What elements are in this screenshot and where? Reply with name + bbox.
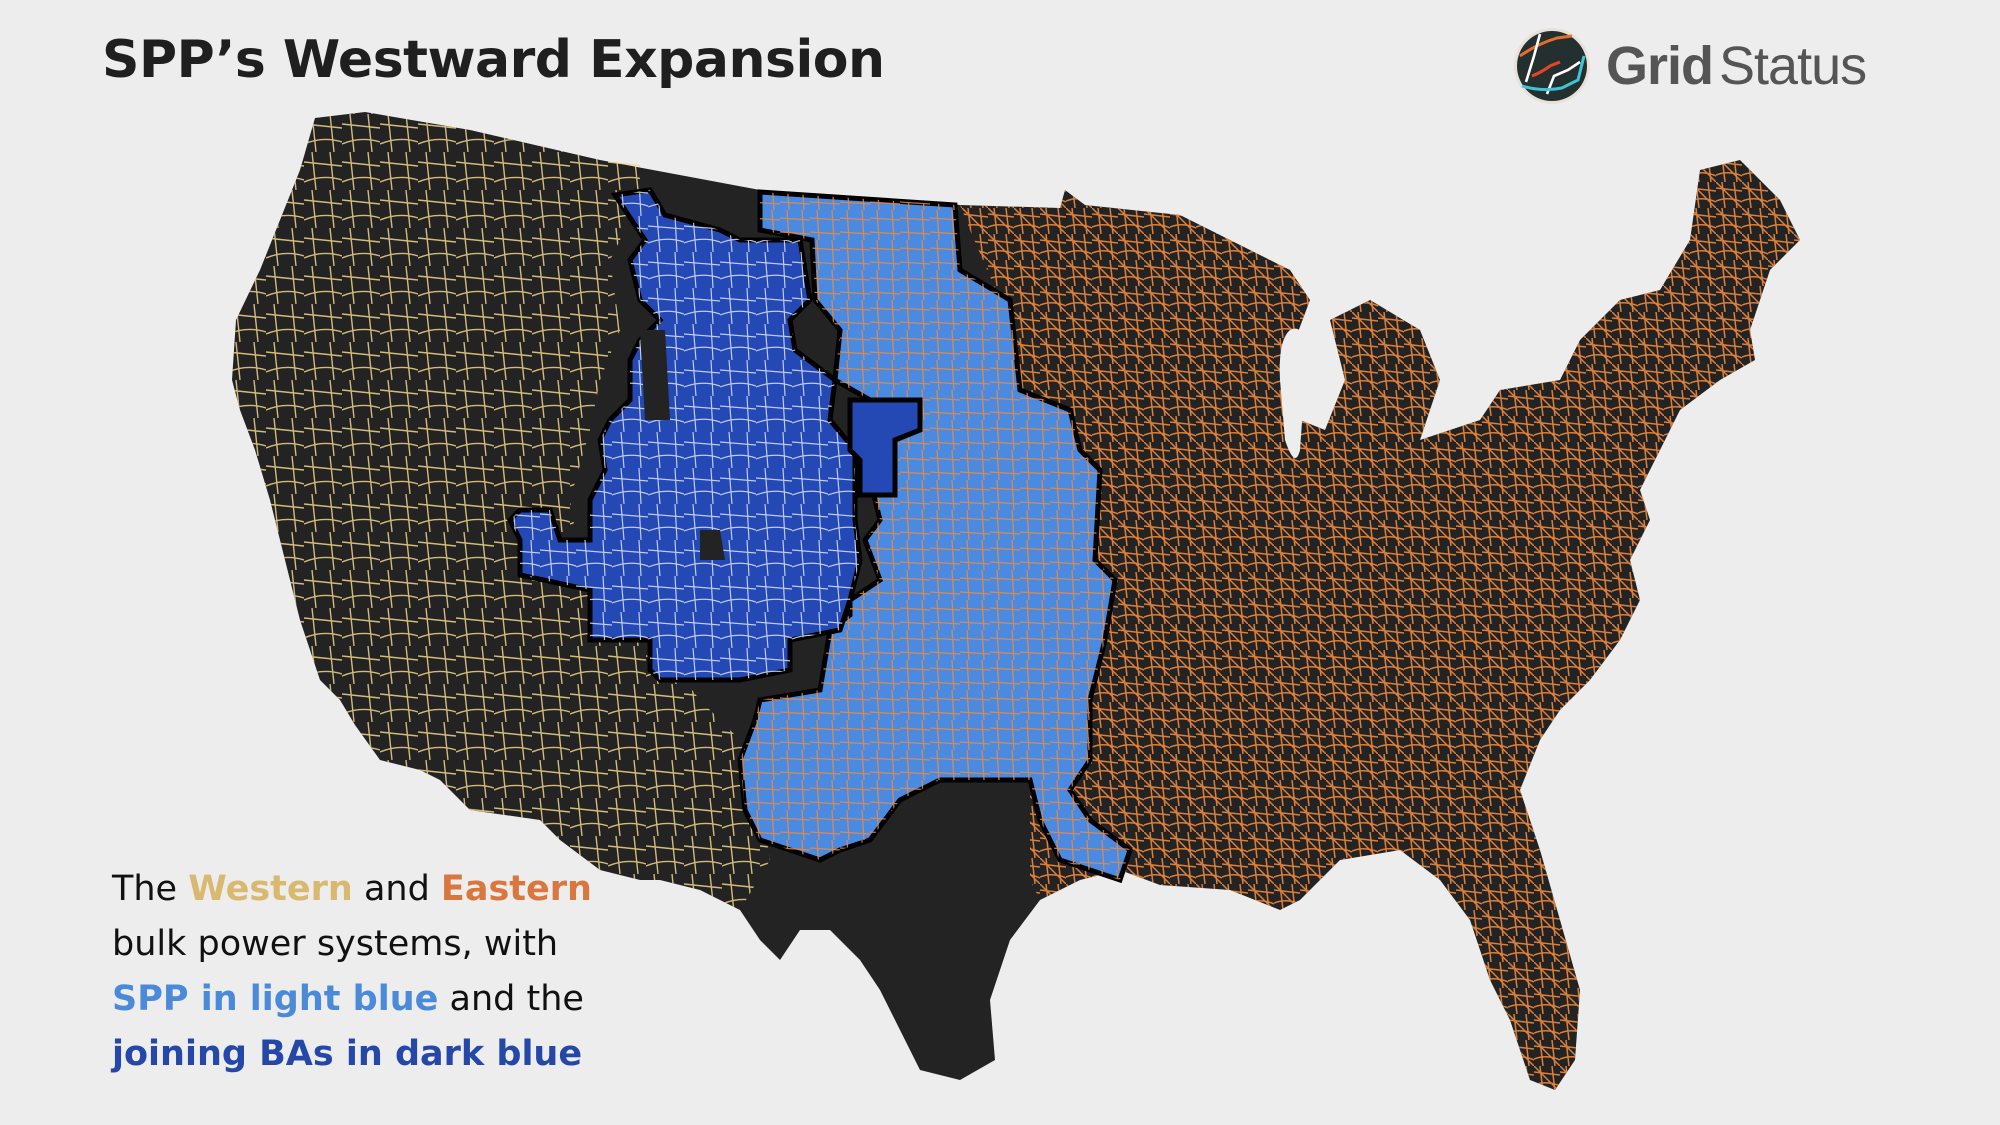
map-caption: The Western and Eastern bulk power syste… — [112, 862, 592, 1082]
grid-status-globe-logo-icon — [1514, 28, 1590, 104]
brand-name-light: Status — [1719, 36, 1867, 96]
lake-michigan — [1279, 328, 1306, 458]
grid-status-brand: Grid Status — [1512, 26, 1867, 106]
spp-lines — [740, 192, 1130, 880]
caption-eastern: Eastern — [440, 869, 592, 909]
non-member-pocket — [640, 330, 670, 420]
joining-ba-enclave — [847, 397, 923, 498]
caption-line: bulk power systems, with — [112, 917, 592, 972]
caption-text: bulk power systems, with — [112, 924, 559, 964]
caption-spp: SPP in light blue — [112, 979, 439, 1019]
western-interconnection-lines — [232, 112, 770, 910]
page-title: SPP’s Westward Expansion — [102, 30, 885, 90]
brand-name-bold: Grid — [1606, 36, 1714, 96]
caption-text: and the — [438, 979, 584, 1019]
brand-name: Grid Status — [1606, 35, 1867, 97]
eastern-interconnection-lines — [960, 160, 1800, 1090]
caption-line: joining BAs in dark blue — [112, 1027, 592, 1082]
caption-text: The — [112, 869, 189, 909]
joining-bas-lines — [510, 190, 860, 680]
caption-line: The Western and Eastern — [112, 862, 592, 917]
caption-text: and — [352, 869, 441, 909]
caption-western: Western — [188, 869, 353, 909]
caption-line: SPP in light blue and the — [112, 972, 592, 1027]
caption-joining-bas: joining BAs in dark blue — [112, 1034, 583, 1074]
non-member-pocket — [700, 530, 725, 560]
